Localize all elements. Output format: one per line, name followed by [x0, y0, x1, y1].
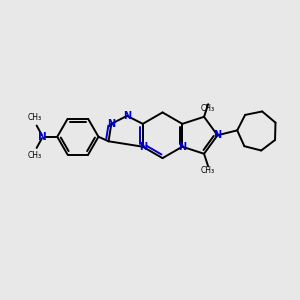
Text: N: N — [178, 142, 186, 152]
Text: CH₃: CH₃ — [201, 104, 215, 113]
Text: CH₃: CH₃ — [28, 152, 42, 160]
Text: N: N — [107, 119, 116, 129]
Text: N: N — [139, 142, 147, 152]
Text: N: N — [38, 132, 47, 142]
Text: N: N — [123, 111, 131, 121]
Text: CH₃: CH₃ — [201, 167, 215, 176]
Text: N: N — [213, 130, 221, 140]
Text: CH₃: CH₃ — [28, 113, 42, 122]
